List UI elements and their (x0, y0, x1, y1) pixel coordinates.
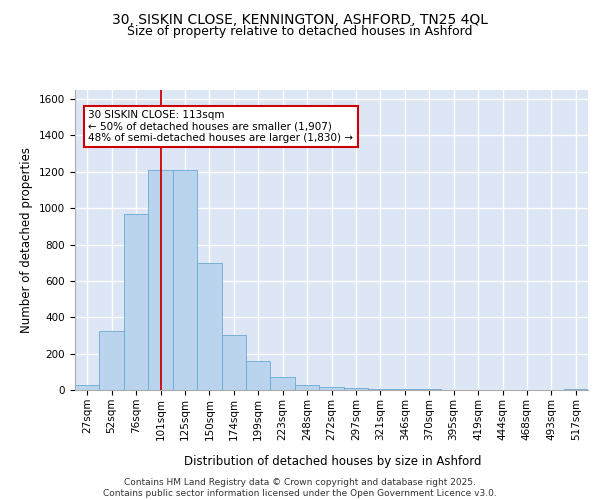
Bar (173, 170, 197, 390)
Text: 30, SISKIN CLOSE, KENNINGTON, ASHFORD, TN25 4QL: 30, SISKIN CLOSE, KENNINGTON, ASHFORD, T… (112, 12, 488, 26)
Bar (271, 378, 295, 390)
Bar (392, 389, 417, 390)
Bar (148, 170, 173, 390)
Bar (344, 388, 368, 390)
Bar (75, 386, 100, 390)
Bar (368, 388, 392, 390)
Bar (221, 334, 246, 390)
Bar (100, 331, 124, 390)
Bar (246, 361, 271, 390)
Text: Contains HM Land Registry data © Crown copyright and database right 2025.
Contai: Contains HM Land Registry data © Crown c… (103, 478, 497, 498)
Text: Size of property relative to detached houses in Ashford: Size of property relative to detached ho… (127, 25, 473, 38)
Bar (295, 384, 319, 390)
Text: Distribution of detached houses by size in Ashford: Distribution of detached houses by size … (184, 454, 482, 468)
Bar (124, 214, 148, 390)
Bar (197, 262, 221, 390)
Bar (319, 388, 344, 390)
Bar (563, 388, 588, 390)
Text: 30 SISKIN CLOSE: 113sqm
← 50% of detached houses are smaller (1,907)
48% of semi: 30 SISKIN CLOSE: 113sqm ← 50% of detache… (88, 110, 353, 143)
Y-axis label: Number of detached properties: Number of detached properties (20, 147, 34, 333)
